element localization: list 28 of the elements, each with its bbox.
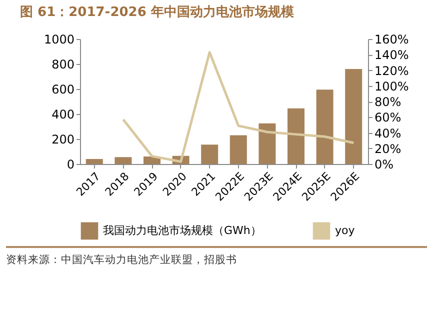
y-tick-label: 1000 [44, 32, 74, 46]
y2-tick-label: 40% [374, 126, 402, 140]
y2-tick-label: 120% [374, 64, 409, 78]
y2-tick-label: 100% [374, 79, 409, 94]
y2-tick-label: 160% [374, 32, 409, 46]
bar [345, 69, 362, 164]
y2-tick-label: 140% [374, 48, 409, 62]
bar [230, 135, 247, 164]
y-tick-label: 400 [52, 108, 74, 122]
y-tick-label: 600 [52, 82, 74, 96]
bar [316, 90, 334, 164]
bar [258, 123, 276, 164]
legend-label: yoy [335, 224, 356, 237]
bar [201, 144, 218, 164]
legend-label: 我国动力电池市场规模（GWh） [103, 224, 262, 237]
bar [114, 157, 132, 164]
y-tick-label: 0 [66, 158, 74, 172]
bar [86, 159, 103, 164]
text: 资料来源：中国汽车动力电池产业联盟，招股书 [6, 253, 238, 267]
y2-tick-label: 60% [374, 110, 402, 125]
bar [288, 108, 304, 164]
y-tick-label: 200 [52, 132, 74, 146]
y2-tick-label: 80% [374, 95, 402, 109]
line-series [122, 51, 355, 163]
y-tick-label: 800 [52, 58, 74, 72]
y2-tick-label: 0% [374, 158, 394, 172]
chart-title: 图 61：2017-2026 年中国动力电池市场规模 [20, 4, 294, 20]
y2-tick-label: 20% [374, 142, 402, 156]
